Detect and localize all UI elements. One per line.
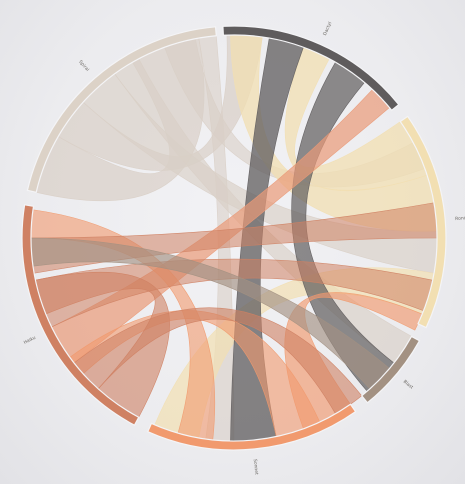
group-arc-g-right <box>399 115 447 329</box>
ribbon-layer <box>30 34 438 442</box>
group-label-g-smallright: Blast <box>402 379 415 391</box>
group-arc-layer <box>21 25 447 451</box>
group-arc-g-topleft <box>26 26 217 194</box>
group-arc-g-bottom <box>146 403 357 451</box>
group-arc-g-top <box>222 25 400 112</box>
group-label-g-topleft: Spiral <box>77 59 90 73</box>
group-label-g-right: Rondel <box>455 215 465 222</box>
group-label-g-top: Dactyl <box>322 21 333 37</box>
group-label-g-left: Haiku <box>23 335 37 346</box>
group-arc-g-smallright <box>360 335 421 404</box>
group-label-g-bottom: Sonnet <box>252 459 260 476</box>
group-arc-g-left <box>21 204 140 426</box>
